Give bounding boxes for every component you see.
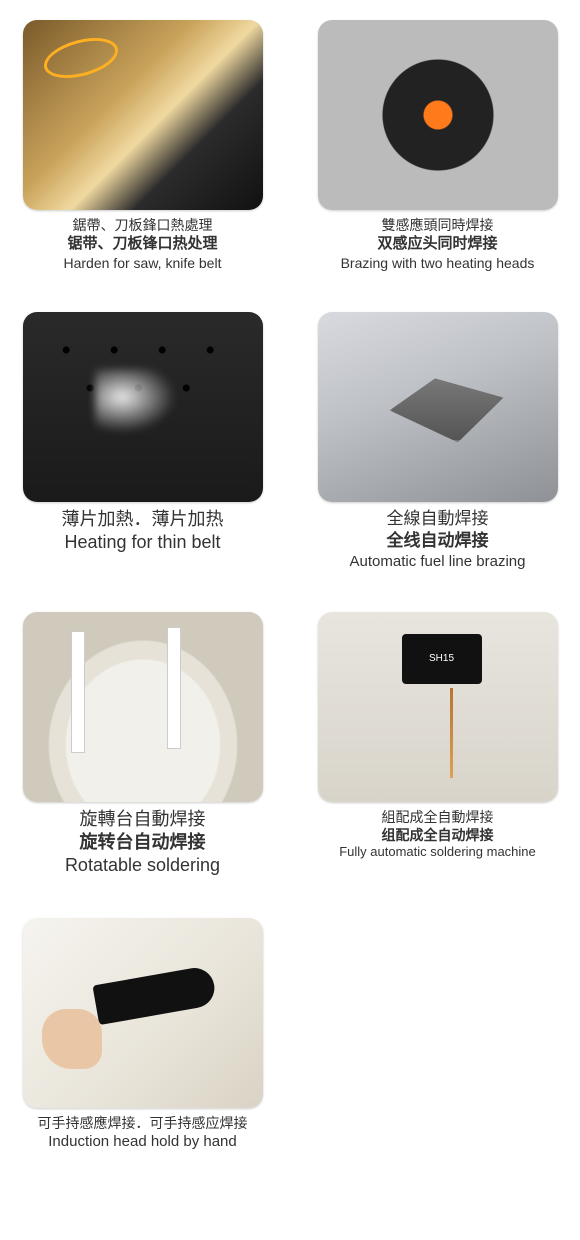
image-two-heads bbox=[318, 20, 558, 210]
caption-trad: 鋸帶、刀板鋒口熱處理 bbox=[64, 216, 222, 234]
caption-trad: 組配成全自動焊接 bbox=[339, 808, 536, 826]
image-rotatable bbox=[23, 612, 263, 802]
caption-two-heads: 雙感應頭同時焊接 双感应头同时焊接 Brazing with two heati… bbox=[341, 216, 535, 272]
caption-simp: 组配成全自动焊接 bbox=[339, 826, 536, 844]
caption-en: Harden for saw, knife belt bbox=[64, 254, 222, 272]
caption-fully-auto: 組配成全自動焊接 组配成全自动焊接 Fully automatic solder… bbox=[339, 808, 536, 861]
card-thin-belt: 薄片加熱．薄片加热 Heating for thin belt bbox=[10, 312, 275, 572]
card-harden-saw: 鋸帶、刀板鋒口熱處理 锯带、刀板锋口热处理 Harden for saw, kn… bbox=[10, 20, 275, 272]
caption-en: Heating for thin belt bbox=[62, 531, 224, 554]
image-harden-saw bbox=[23, 20, 263, 210]
caption-rotatable: 旋轉台自動焊接 旋转台自动焊接 Rotatable soldering bbox=[65, 808, 220, 878]
card-two-heads: 雙感應頭同時焊接 双感应头同时焊接 Brazing with two heati… bbox=[305, 20, 570, 272]
caption-en: Automatic fuel line brazing bbox=[350, 552, 526, 572]
caption-trad: 可手持感應焊接．可手持感应焊接 bbox=[38, 1114, 248, 1132]
card-fully-auto: 組配成全自動焊接 组配成全自动焊接 Fully automatic solder… bbox=[305, 612, 570, 878]
image-fully-auto bbox=[318, 612, 558, 802]
caption-trad: 雙感應頭同時焊接 bbox=[341, 216, 535, 234]
caption-simp: 双感应头同时焊接 bbox=[341, 234, 535, 254]
card-rotatable: 旋轉台自動焊接 旋转台自动焊接 Rotatable soldering bbox=[10, 612, 275, 878]
caption-hand-held: 可手持感應焊接．可手持感应焊接 Induction head hold by h… bbox=[38, 1114, 248, 1152]
caption-en: Brazing with two heating heads bbox=[341, 254, 535, 272]
image-thin-belt bbox=[23, 312, 263, 502]
caption-harden-saw: 鋸帶、刀板鋒口熱處理 锯带、刀板锋口热处理 Harden for saw, kn… bbox=[64, 216, 222, 272]
caption-simp: 锯带、刀板锋口热处理 bbox=[64, 234, 222, 254]
caption-fuel-line: 全線自動焊接 全线自动焊接 Automatic fuel line brazin… bbox=[350, 508, 526, 572]
caption-simp: 旋转台自动焊接 bbox=[65, 831, 220, 854]
caption-simp: 全线自动焊接 bbox=[350, 530, 526, 552]
card-hand-held: 可手持感應焊接．可手持感应焊接 Induction head hold by h… bbox=[10, 918, 275, 1152]
caption-thin-belt: 薄片加熱．薄片加热 Heating for thin belt bbox=[62, 508, 224, 555]
caption-trad: 薄片加熱．薄片加热 bbox=[62, 508, 224, 531]
image-fuel-line bbox=[318, 312, 558, 502]
caption-trad: 旋轉台自動焊接 bbox=[65, 808, 220, 831]
caption-en: Rotatable soldering bbox=[65, 854, 220, 877]
card-fuel-line: 全線自動焊接 全线自动焊接 Automatic fuel line brazin… bbox=[305, 312, 570, 572]
product-grid: 鋸帶、刀板鋒口熱處理 锯带、刀板锋口热处理 Harden for saw, kn… bbox=[10, 20, 570, 1151]
caption-trad: 全線自動焊接 bbox=[350, 508, 526, 530]
image-hand-held bbox=[23, 918, 263, 1108]
caption-en: Induction head hold by hand bbox=[38, 1132, 248, 1152]
caption-en: Fully automatic soldering machine bbox=[339, 844, 536, 861]
